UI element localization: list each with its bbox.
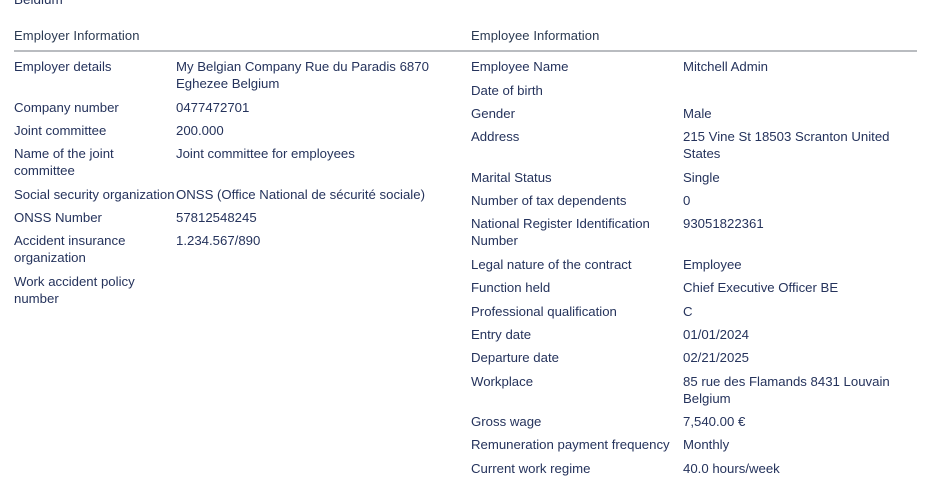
table-row: Date of birth bbox=[471, 78, 917, 101]
field-value: 02/21/2025 bbox=[683, 350, 750, 366]
field-value: Mitchell Admin bbox=[683, 59, 769, 75]
field-label: Date of birth bbox=[471, 82, 543, 98]
table-row: Address 215 Vine St 18503 Scranton Unite… bbox=[471, 125, 917, 165]
field-label: Accident insurance organization bbox=[14, 233, 126, 266]
employer-information-rows: Employer details My Belgian Company Rue … bbox=[14, 55, 456, 310]
field-label: Social security organization bbox=[14, 186, 175, 202]
table-row: Workplace 85 rue des Flamands 8431 Louva… bbox=[471, 370, 917, 410]
table-row: Gender Male bbox=[471, 102, 917, 125]
table-row: Name of the joint committee Joint commit… bbox=[14, 142, 456, 182]
field-label: Employer details bbox=[14, 59, 112, 75]
field-value: 93051822361 bbox=[683, 216, 764, 232]
field-label: Remuneration payment frequency bbox=[471, 437, 670, 453]
field-value: My Belgian Company Rue du Paradis 6870 E… bbox=[176, 59, 429, 92]
field-value: Employee bbox=[683, 256, 742, 272]
field-label: Company number bbox=[14, 99, 119, 115]
field-label: Employee Name bbox=[471, 59, 569, 75]
table-row: Accident insurance organization 1.234.56… bbox=[14, 229, 456, 269]
field-label: Function held bbox=[471, 280, 551, 296]
table-row: Social security organization ONSS (Offic… bbox=[14, 183, 456, 206]
table-row: Entry date 01/01/2024 bbox=[471, 323, 917, 346]
field-value: 215 Vine St 18503 Scranton United States bbox=[683, 129, 890, 162]
table-row: Number of tax dependents 0 bbox=[471, 189, 917, 212]
employee-information-table: Employee Name Mitchell Admin Date of bir… bbox=[471, 55, 917, 480]
field-value bbox=[176, 270, 456, 310]
field-value: Monthly bbox=[683, 437, 730, 453]
table-row: Work accident policy number bbox=[14, 270, 456, 310]
field-label: Address bbox=[471, 129, 520, 145]
field-label: Gross wage bbox=[471, 414, 542, 430]
information-sections: Employer Information Employer details My… bbox=[0, 28, 933, 480]
field-value: C bbox=[683, 303, 693, 319]
field-label: Departure date bbox=[471, 350, 559, 366]
table-row: Current work regime 40.0 hours/week bbox=[471, 457, 917, 480]
employer-information-title: Employer Information bbox=[14, 28, 140, 43]
field-value: 0 bbox=[683, 193, 691, 209]
field-label: Current work regime bbox=[471, 460, 591, 476]
field-value: ONSS (Office National de sécurité social… bbox=[176, 186, 425, 202]
field-label: Entry date bbox=[471, 326, 532, 342]
field-value bbox=[683, 78, 917, 101]
employee-information-rows: Employee Name Mitchell Admin Date of bir… bbox=[471, 55, 917, 480]
field-value: 1.234.567/890 bbox=[176, 233, 261, 249]
field-label: Name of the joint committee bbox=[14, 146, 114, 179]
clipped-previous-block-text: Belgium bbox=[14, 0, 63, 4]
field-label: Joint committee bbox=[14, 122, 107, 138]
field-value: 57812548245 bbox=[176, 210, 257, 226]
table-row: Employer details My Belgian Company Rue … bbox=[14, 55, 456, 95]
field-value: 40.0 hours/week bbox=[683, 460, 780, 476]
field-label: National Register Identification Number bbox=[471, 216, 650, 249]
payroll-information-page: Belgium Employer Information Employer de… bbox=[14, 0, 917, 476]
table-row: Employee Name Mitchell Admin bbox=[471, 55, 917, 78]
table-row: Remuneration payment frequency Monthly bbox=[471, 433, 917, 456]
table-row: Company number 0477472701 bbox=[14, 95, 456, 118]
employee-information-title: Employee Information bbox=[471, 28, 600, 43]
table-row: National Register Identification Number … bbox=[471, 212, 917, 252]
field-label: Marital Status bbox=[471, 169, 552, 185]
employer-information-section: Employer Information Employer details My… bbox=[0, 28, 466, 310]
field-value: Chief Executive Officer BE bbox=[683, 280, 839, 296]
field-label: Gender bbox=[471, 105, 515, 121]
table-row: Function held Chief Executive Officer BE bbox=[471, 276, 917, 299]
field-label: ONSS Number bbox=[14, 210, 102, 226]
field-value: Single bbox=[683, 169, 720, 185]
table-row: Legal nature of the contract Employee bbox=[471, 253, 917, 276]
field-value: 200.000 bbox=[176, 122, 224, 138]
field-label: Legal nature of the contract bbox=[471, 256, 632, 272]
employee-information-section: Employee Information Employee Name Mitch… bbox=[466, 28, 933, 480]
field-value: 85 rue des Flamands 8431 Louvain Belgium bbox=[683, 373, 890, 406]
table-row: Marital Status Single bbox=[471, 166, 917, 189]
employer-information-table: Employer details My Belgian Company Rue … bbox=[14, 55, 456, 310]
field-label: Number of tax dependents bbox=[471, 193, 627, 209]
field-value: Joint committee for employees bbox=[176, 146, 355, 162]
field-value: 01/01/2024 bbox=[683, 326, 750, 342]
field-value: 7,540.00 € bbox=[683, 414, 746, 430]
table-row: Departure date 02/21/2025 bbox=[471, 346, 917, 369]
field-label: Work accident policy number bbox=[14, 273, 135, 306]
field-value: 0477472701 bbox=[176, 99, 250, 115]
field-value: Male bbox=[683, 105, 712, 121]
field-label: Professional qualification bbox=[471, 303, 617, 319]
table-row: ONSS Number 57812548245 bbox=[14, 206, 456, 229]
section-header-divider bbox=[14, 50, 917, 52]
table-row: Gross wage 7,540.00 € bbox=[471, 410, 917, 433]
table-row: Professional qualification C bbox=[471, 299, 917, 322]
table-row: Joint committee 200.000 bbox=[14, 119, 456, 142]
field-label: Workplace bbox=[471, 373, 534, 389]
